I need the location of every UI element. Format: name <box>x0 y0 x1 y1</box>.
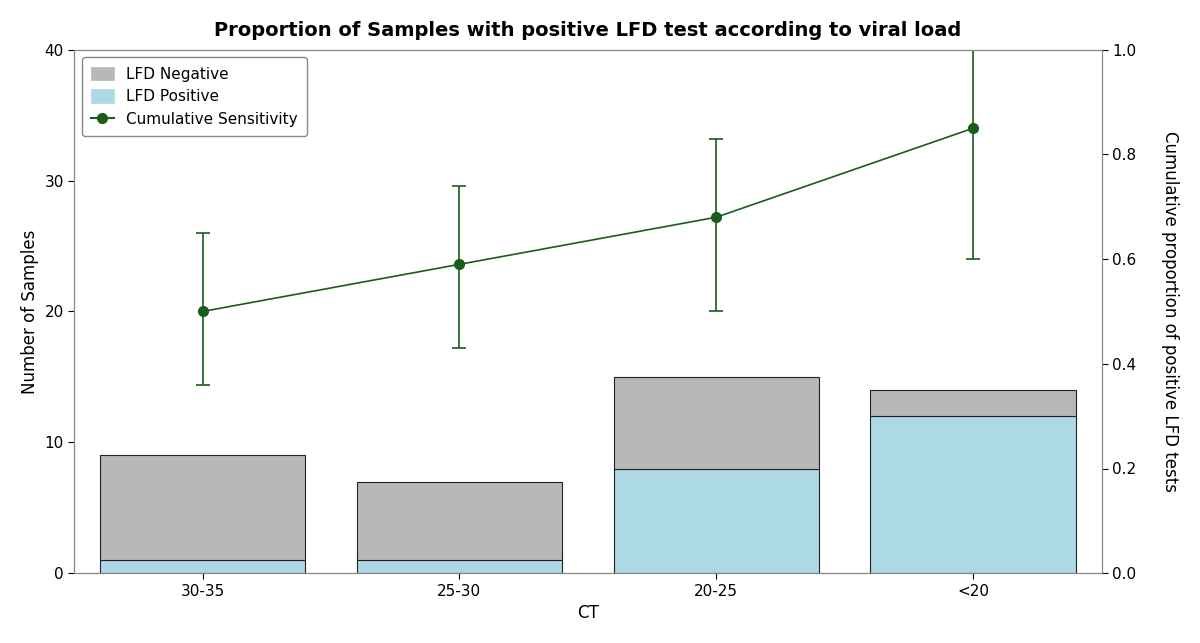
Cumulative Sensitivity <box>196 307 210 315</box>
Bar <box>100 560 305 573</box>
Y-axis label: Number of Samples: Number of Samples <box>20 230 38 394</box>
Legend: LFD Negative, LFD Positive, Cumulative Sensitivity: LFD Negative, LFD Positive, Cumulative S… <box>82 57 307 136</box>
Bar <box>870 390 1076 416</box>
Bar <box>100 455 305 560</box>
Cumulative Sensitivity <box>452 260 467 268</box>
Bar <box>613 469 818 573</box>
Cumulative Sensitivity <box>966 124 980 132</box>
Y-axis label: Cumulative proportion of positive LFD tests: Cumulative proportion of positive LFD te… <box>1162 131 1180 492</box>
Title: Proportion of Samples with positive LFD test according to viral load: Proportion of Samples with positive LFD … <box>215 21 961 40</box>
Line: Cumulative Sensitivity: Cumulative Sensitivity <box>198 123 978 316</box>
Cumulative Sensitivity <box>709 213 724 221</box>
Bar <box>870 416 1076 573</box>
X-axis label: CT: CT <box>577 604 599 622</box>
Bar <box>356 482 562 560</box>
Bar <box>356 560 562 573</box>
Bar <box>613 377 818 469</box>
